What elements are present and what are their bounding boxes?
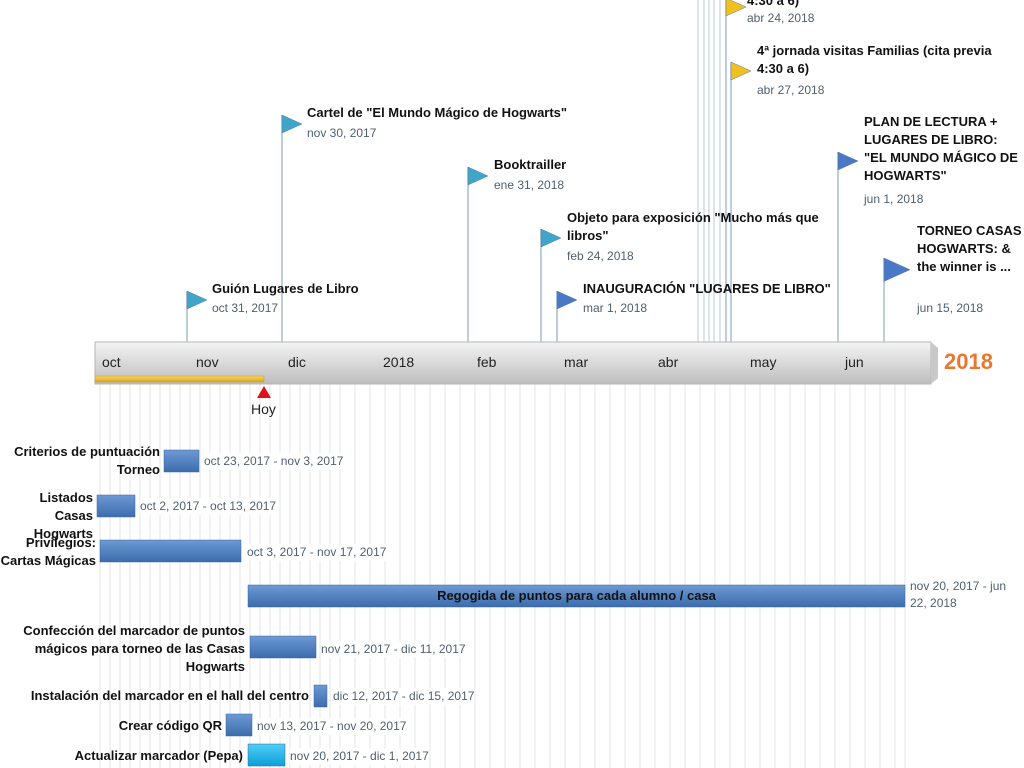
milestone-flag (540, 228, 562, 248)
milestone-title: Guión Lugares de Libro (212, 281, 359, 296)
milestone-date: abr 27, 2018 (757, 83, 825, 97)
task-label: Actualizar marcador (Pepa) (74, 748, 243, 763)
milestone-date: abr 24, 2018 (747, 11, 815, 25)
axis-month-label: 2018 (383, 354, 415, 370)
axis-month-label: oct (102, 354, 121, 370)
year-label: 2018 (944, 349, 993, 374)
task-bar (313, 684, 328, 708)
today-progress-bar (94, 375, 265, 383)
task-label: Crear código QR (118, 718, 222, 733)
axis-month-label: may (750, 354, 777, 370)
task-label: Instalación del marcador en el hall del … (30, 688, 309, 703)
milestone-title: 4ª jornada visitas Familias (cita previa… (757, 43, 992, 76)
milestone-date: nov 30, 2017 (307, 126, 377, 140)
milestone-date: feb 24, 2018 (567, 249, 634, 263)
milestone-date: jun 1, 2018 (864, 192, 924, 206)
task-dates: nov 13, 2017 - nov 20, 2017 (257, 718, 407, 735)
axis-month-label: mar (564, 354, 589, 370)
task-dates: dic 12, 2017 - dic 15, 2017 (333, 688, 475, 705)
axis-month-label: feb (477, 354, 497, 370)
milestone-title: Objeto para exposición "Mucho más que li… (567, 210, 819, 243)
axis-month-label: jun (845, 354, 864, 370)
today-marker (257, 386, 271, 398)
milestone-flag (725, 0, 747, 17)
task-bar (163, 449, 200, 473)
milestone-date: oct 31, 2017 (212, 301, 279, 315)
milestone-flag (730, 61, 752, 81)
task-bar (247, 584, 906, 608)
milestone-date: jun 15, 2018 (917, 301, 984, 315)
task-dates: nov 20, 2017 - dic 1, 2017 (290, 748, 429, 765)
axis-month-label: abr (658, 354, 679, 370)
task-bar (225, 713, 253, 737)
task-bar (247, 743, 286, 767)
task-dates: oct 2, 2017 - oct 13, 2017 (140, 498, 277, 515)
task-dates: oct 23, 2017 - nov 3, 2017 (204, 453, 344, 470)
task-label: Regogida de puntos para cada alumno / ca… (437, 588, 716, 603)
today-label: Hoy (251, 401, 276, 417)
milestone-flag (467, 166, 489, 186)
milestone-flag (281, 114, 303, 134)
task-dates: oct 3, 2017 - nov 17, 2017 (247, 544, 387, 561)
task-dates: nov 20, 2017 - jun 22, 2018 (910, 578, 1022, 612)
task-bar (99, 539, 242, 563)
task-dates: nov 21, 2017 - dic 11, 2017 (321, 641, 466, 658)
milestone-flag (837, 151, 859, 171)
axis-month-label: nov (196, 354, 219, 370)
task-bar (96, 494, 136, 518)
milestone-flag (556, 290, 578, 310)
milestone-date: mar 1, 2018 (583, 301, 648, 315)
milestone-title: Booktrailler (494, 157, 567, 172)
milestone-date: ene 31, 2018 (494, 178, 565, 192)
milestone-title: Cartel de "El Mundo Mágico de Hogwarts" (307, 105, 568, 120)
axis-month-label: dic (288, 354, 306, 370)
milestone-flag (186, 290, 208, 310)
milestone-title: INAUGURACIÓN "LUGARES DE LIBRO" (583, 281, 831, 296)
task-label: Confección del marcador de puntos mágico… (23, 623, 245, 674)
task-bar (249, 635, 317, 659)
task-label: Criterios de puntuación Torneo (14, 444, 160, 477)
milestone-title: PLAN DE LECTURA + LUGARES DE LIBRO: "EL … (864, 114, 1018, 183)
task-label: Listados Casas Hogwarts (33, 490, 93, 541)
task-label: Privilegios: Cartas Mágicas (0, 535, 96, 568)
milestone-title: 4:30 a 6) (747, 0, 800, 8)
axis-end-shade (931, 342, 938, 384)
milestone-title: TORNEO CASAS HOGWARTS: & the winner is .… (917, 223, 1022, 274)
milestone-flag (883, 257, 911, 282)
